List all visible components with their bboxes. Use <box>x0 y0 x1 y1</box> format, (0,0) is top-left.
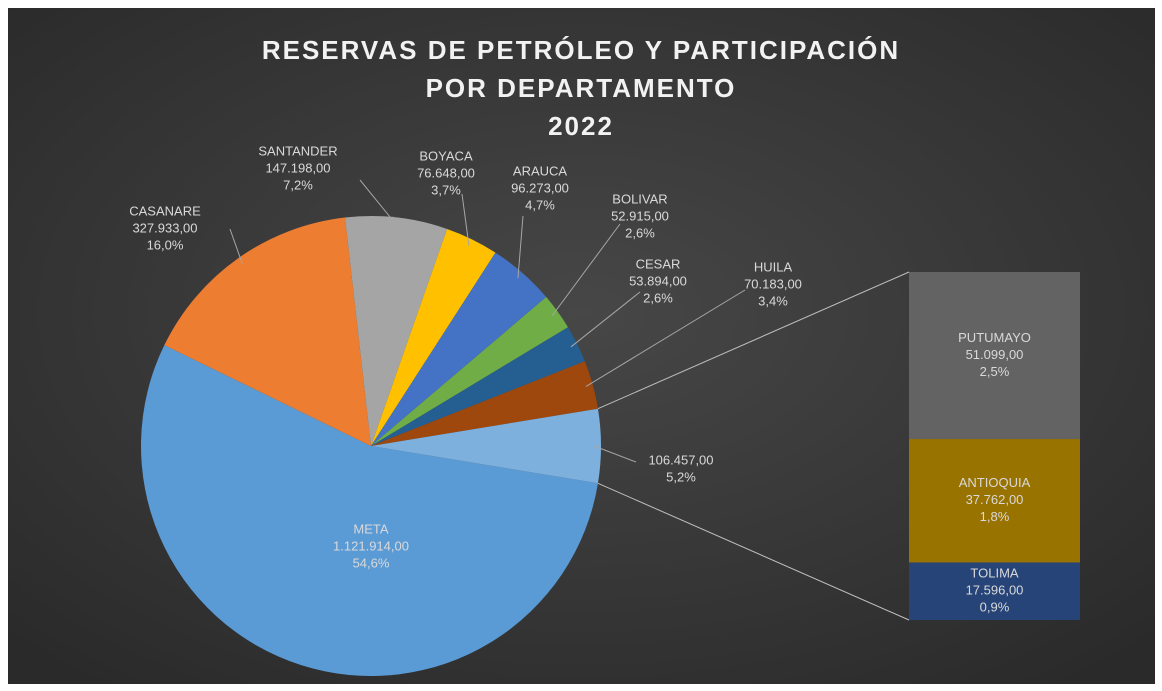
bar-label-name: ANTIOQUIA <box>959 475 1031 490</box>
bar-segment <box>909 562 1080 620</box>
pie-slice <box>345 215 448 446</box>
slice-label-value: 1.121.914,00 <box>333 538 409 553</box>
slice-label-name: BOLIVAR <box>612 191 667 206</box>
slice-label-percent: 7,2% <box>283 177 313 192</box>
leader-line <box>229 228 243 264</box>
slice-label-value: 76.648,00 <box>417 165 475 180</box>
chart-title: POR DEPARTAMENTO <box>426 73 737 103</box>
slice-label-value: 70.183,00 <box>744 276 802 291</box>
chart-title: 2022 <box>548 111 614 141</box>
pie-slice <box>371 361 598 446</box>
pie-slice <box>371 252 547 446</box>
bar-label-name: TOLIMA <box>970 566 1018 581</box>
slice-label-percent: 3,7% <box>431 182 461 197</box>
leader-line <box>593 445 637 463</box>
slice-label-value: 327.933,00 <box>132 220 197 235</box>
bar-label-value: 17.596,00 <box>966 583 1024 598</box>
leader-line <box>359 179 397 225</box>
slice-label-percent: 3,4% <box>758 293 788 308</box>
bar-label-name: PUTUMAYO <box>958 330 1031 345</box>
slice-label-value: 96.273,00 <box>511 180 569 195</box>
slice-label-name: BOYACA <box>419 148 473 163</box>
bar-label-percent: 2,5% <box>980 364 1010 379</box>
bar-label-value: 37.762,00 <box>966 492 1024 507</box>
slice-label-percent: 2,6% <box>625 225 655 240</box>
slice-label-percent: 54,6% <box>353 555 390 570</box>
bar-label-percent: 1,8% <box>980 509 1010 524</box>
slice-label-percent: 16,0% <box>147 237 184 252</box>
slice-label-value: 106.457,00 <box>648 452 713 467</box>
slice-label-name: HUILA <box>754 259 793 274</box>
slice-label-name: ARAUCA <box>513 163 568 178</box>
bar-segment <box>909 272 1080 440</box>
pie-slice <box>164 217 371 446</box>
slice-label-name: META <box>353 521 388 536</box>
connector-line <box>597 482 910 621</box>
slice-label-percent: 2,6% <box>643 290 673 305</box>
pie-slice <box>371 408 601 484</box>
slice-label-name: CESAR <box>636 256 681 271</box>
pie-slice <box>371 327 585 446</box>
leader-line <box>517 215 524 279</box>
slice-label-name: SANTANDER <box>258 143 337 158</box>
slice-label-name: CASANARE <box>129 203 201 218</box>
slice-label-value: 52.915,00 <box>611 208 669 223</box>
bar-label-percent: 0,9% <box>980 600 1010 615</box>
slice-label-percent: 5,2% <box>666 469 696 484</box>
slice-label-value: 53.894,00 <box>629 273 687 288</box>
pie-slice <box>371 228 496 446</box>
pie-slice <box>371 297 568 446</box>
chart-title: RESERVAS DE PETRÓLEO Y PARTICIPACIÓN <box>262 35 900 65</box>
leader-line <box>570 291 641 348</box>
slice-label-percent: 4,7% <box>525 197 555 212</box>
connector-line <box>597 271 910 410</box>
leader-line <box>461 193 470 246</box>
bar-label-value: 51.099,00 <box>966 347 1024 362</box>
pie-slice <box>141 345 598 676</box>
slice-label-value: 147.198,00 <box>265 160 330 175</box>
leader-line <box>585 289 746 387</box>
bar-segment <box>909 439 1080 563</box>
leader-line <box>551 223 621 317</box>
